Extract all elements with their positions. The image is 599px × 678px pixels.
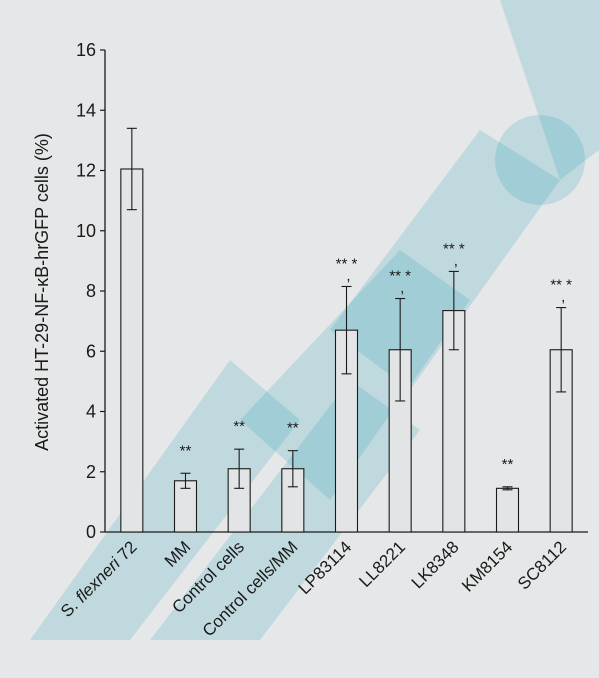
watermark-logo — [30, 0, 599, 640]
bar — [495, 487, 520, 533]
y-tick-label: 16 — [76, 40, 96, 60]
y-tick-label: 14 — [76, 100, 96, 120]
y-tick-label: 0 — [86, 522, 96, 542]
y-tick-label: 6 — [86, 341, 96, 361]
significance-label: ** — [180, 442, 192, 459]
significance-label: ** * — [336, 255, 358, 272]
significance-comma: , — [400, 280, 404, 297]
significance-label: ** * — [550, 277, 572, 294]
significance-label: ** * — [389, 268, 411, 285]
y-tick-label: 2 — [86, 462, 96, 482]
significance-label: ** * — [443, 240, 465, 257]
y-tick-label: 4 — [86, 402, 96, 422]
x-category-label: LK8348 — [408, 537, 463, 592]
y-axis-label: Activated HT-29-NF-κB-hrGFP cells (%) — [32, 133, 52, 451]
significance-comma: , — [561, 289, 565, 306]
watermark-stroke — [500, 0, 599, 180]
x-category-label: LL8221 — [355, 537, 409, 591]
watermark-stroke — [30, 360, 300, 640]
significance-label: ** — [502, 456, 514, 473]
significance-label: ** — [233, 418, 245, 435]
significance-comma: , — [454, 252, 458, 269]
significance-comma: , — [346, 267, 350, 284]
significance-label: ** — [287, 420, 299, 437]
x-category-label: KM8154 — [458, 537, 516, 595]
y-tick-label: 10 — [76, 221, 96, 241]
watermark-stroke — [330, 130, 560, 390]
bar — [120, 168, 144, 533]
y-tick-label: 12 — [76, 161, 96, 181]
watermark-circle — [495, 115, 585, 205]
y-tick-label: 8 — [86, 281, 96, 301]
x-category-label: SC8112 — [514, 537, 570, 593]
